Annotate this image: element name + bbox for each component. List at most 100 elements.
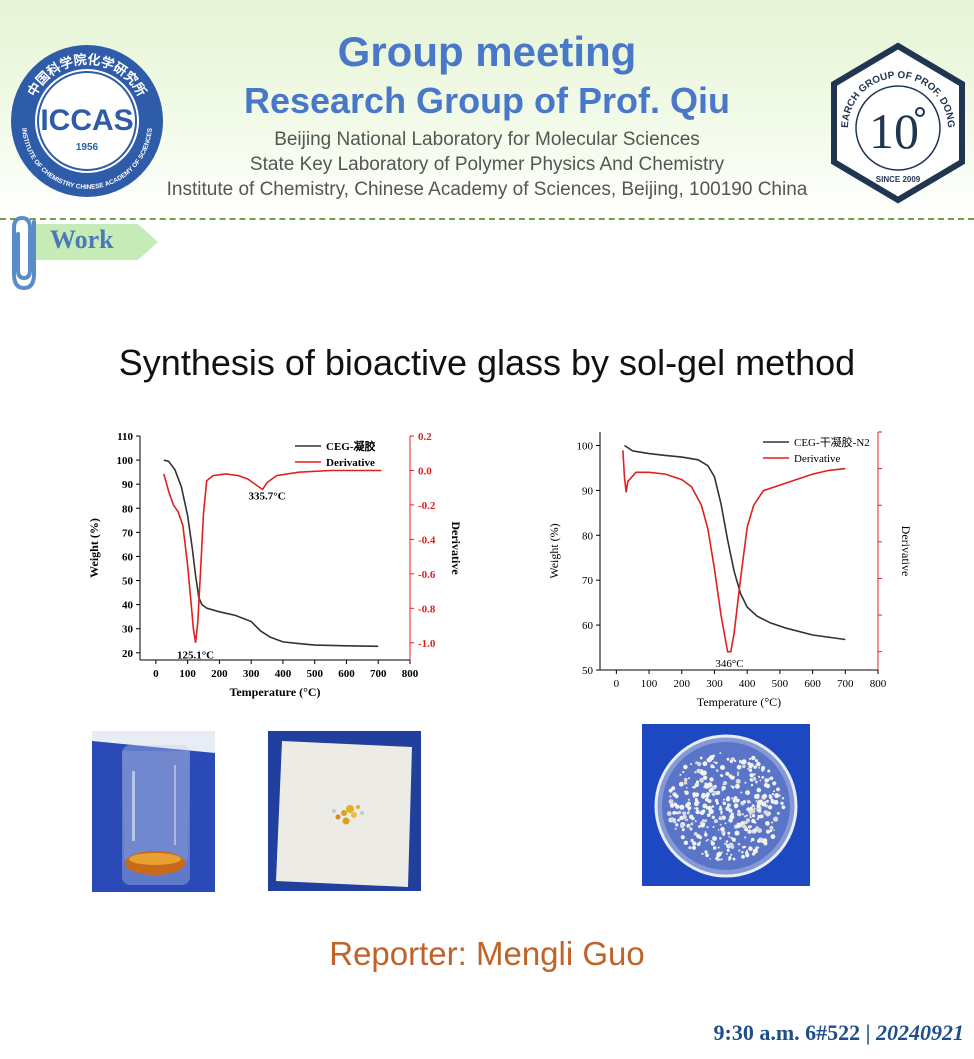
powder-speck (695, 761, 698, 765)
powder-speck (700, 823, 705, 828)
powder-speck (740, 822, 742, 825)
powder-speck (741, 854, 745, 859)
powder-speck (754, 759, 758, 763)
y-tick-label: 100 (117, 455, 134, 467)
powder-speck (689, 827, 693, 831)
powder-speck (671, 786, 676, 791)
y-tick-label: 80 (582, 530, 594, 542)
powder-speck (757, 799, 760, 802)
powder-speck (725, 797, 731, 802)
powder-speck (684, 790, 689, 795)
qiu-center-mark: 10 (869, 103, 919, 159)
powder-speck (731, 837, 736, 842)
powder-speck (699, 777, 704, 783)
powder-speck (731, 797, 733, 799)
powder-speck (773, 829, 776, 831)
powder-speck (745, 790, 751, 796)
powder-speck (687, 798, 690, 801)
powder-speck (696, 834, 701, 839)
powder-speck (688, 777, 690, 780)
x-tick-label: 600 (804, 678, 821, 690)
x-tick-label: 800 (402, 668, 419, 680)
powder-speck (706, 757, 712, 763)
powder-speck (726, 848, 730, 852)
powder-speck (728, 842, 734, 848)
powder-speck (753, 765, 757, 769)
powder-speck (725, 840, 729, 843)
powder-speck (730, 812, 734, 816)
powder-speck (716, 857, 720, 862)
powder-speck (701, 819, 705, 823)
series-line (163, 469, 382, 643)
powder-speck (709, 791, 711, 793)
powder-speck (765, 829, 771, 834)
affiliation-line-1: Beijing National Laboratory for Molecula… (274, 129, 700, 150)
powder-speck (722, 833, 726, 836)
powder-speck (725, 771, 730, 776)
powder-speck (741, 813, 745, 816)
powder-speck (669, 817, 674, 822)
powder-speck (715, 769, 719, 772)
powder-speck (764, 800, 766, 803)
powder-speck (707, 805, 712, 811)
powder-speck (757, 839, 761, 843)
powder-speck (692, 792, 697, 797)
x-tick-label: 800 (870, 678, 887, 690)
powder-speck (740, 821, 745, 826)
powder-speck (725, 843, 728, 846)
powder-speck (740, 824, 745, 828)
powder-speck (717, 846, 720, 849)
powder-speck (721, 815, 726, 820)
powder-speck (769, 829, 773, 833)
powder-speck (743, 845, 746, 849)
powder-speck (749, 773, 754, 778)
x-tick-label: 0 (614, 678, 620, 690)
powder-speck (739, 759, 741, 762)
powder-speck (756, 817, 759, 821)
powder-speck (693, 785, 696, 789)
legend-label-derivative: Derivative (326, 457, 375, 469)
y2-tick-label: 0.2 (418, 431, 432, 443)
powder-speck (668, 799, 674, 805)
powder-speck (770, 798, 774, 802)
powder-speck (753, 828, 757, 832)
powder-speck (776, 787, 780, 792)
powder-speck (765, 799, 769, 803)
y-tick-label: 50 (582, 665, 594, 677)
powder-speck (736, 823, 742, 829)
powder-speck (763, 841, 768, 846)
y2-axis-label: Derivative (899, 526, 913, 577)
powder-speck (769, 776, 774, 781)
powder-speck (674, 827, 677, 830)
powder-speck (711, 805, 715, 808)
powder-speck (687, 825, 691, 828)
y-tick-label: 90 (582, 485, 594, 497)
powder-speck (761, 801, 767, 807)
powder-speck (702, 775, 708, 780)
powder-speck (750, 840, 753, 843)
powder-speck (680, 823, 685, 829)
powder-speck (694, 799, 699, 803)
powder-speck (758, 766, 761, 769)
powder-speck (728, 835, 731, 838)
powder-speck (686, 801, 691, 806)
x-tick-label: 200 (211, 668, 228, 680)
powder-speck (690, 838, 694, 843)
y-tick-label: 20 (122, 648, 134, 660)
powder-speck (706, 826, 709, 829)
x-tick-label: 200 (674, 678, 691, 690)
powder-speck (688, 814, 694, 820)
powder-speck (765, 783, 771, 789)
powder-speck (672, 793, 676, 796)
powder-speck (773, 790, 775, 793)
powder-speck (728, 808, 733, 813)
powder-speck (750, 783, 754, 787)
y-tick-label: 30 (122, 624, 134, 636)
powder-speck (769, 795, 773, 800)
powder-speck (702, 770, 707, 775)
meeting-title: Group meeting (337, 28, 637, 75)
powder-speck (769, 825, 774, 830)
powder-speck (699, 810, 705, 815)
powder-speck (718, 807, 723, 811)
powder-speck (761, 776, 765, 779)
